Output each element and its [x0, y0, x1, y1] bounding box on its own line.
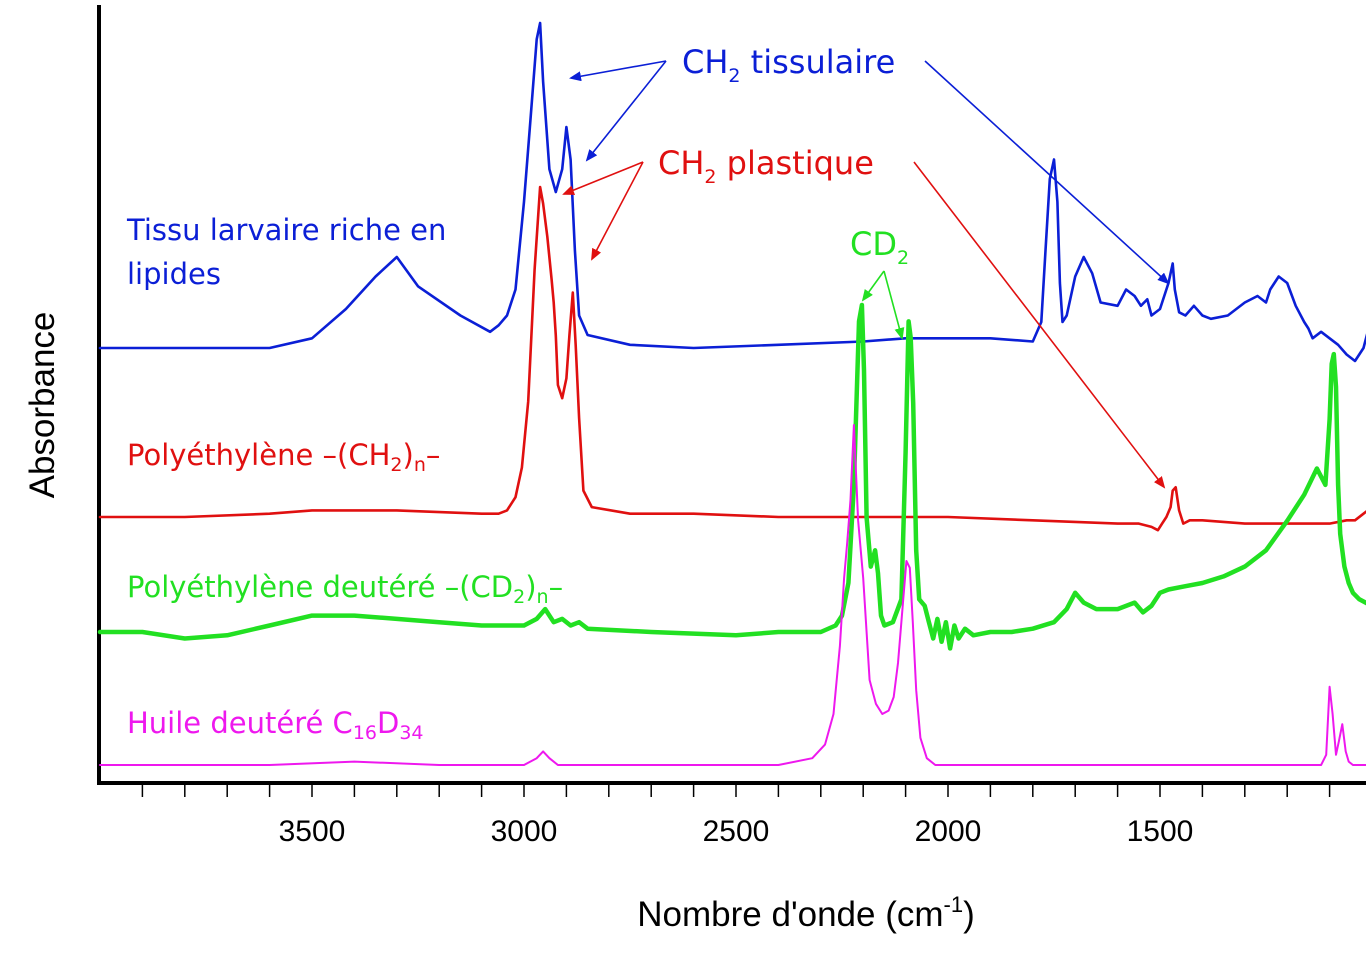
annotation-ch2-tissulaire: CH2 tissulaire — [682, 43, 895, 87]
annotation-ch2-plastique: CH2 plastique — [658, 144, 874, 188]
series-line-polyethylene-deutere — [97, 302, 1366, 651]
arrow-cd2-2 — [883, 270, 905, 340]
x-axis-tick-labels: 3500 3000 2500 2000 1500 — [279, 815, 1194, 848]
x-tick-label: 3000 — [491, 815, 558, 848]
x-tick-label: 2500 — [703, 815, 770, 848]
x-axis-minor-ticks — [141, 785, 1331, 797]
arrow-ch2-tissulaire-3 — [924, 60, 1170, 285]
arrow-ch2-plastique-3 — [913, 161, 1166, 489]
series-label-polyethylene: Polyéthylène –(CH2)n– — [127, 438, 440, 476]
arrow-ch2-plastique-1 — [562, 161, 644, 195]
annotation-arrows — [562, 60, 1170, 489]
arrow-ch2-tissulaire-1 — [569, 60, 667, 82]
annotation-cd2: CD2 — [850, 225, 909, 269]
series-label-huile: Huile deutéré C16D34 — [127, 706, 424, 744]
series-line-polyethylene — [98, 185, 1366, 532]
arrow-cd2-1 — [861, 270, 885, 302]
series-line-huile — [99, 424, 1366, 766]
x-tick-label: 3500 — [279, 815, 346, 848]
series-label-tissu-line1: Tissu larvaire riche en — [126, 213, 446, 247]
x-tick-label: 1500 — [1127, 815, 1194, 848]
arrow-ch2-tissulaire-2 — [585, 60, 667, 162]
y-axis-title: Absorbance — [23, 312, 62, 499]
spectra — [97, 21, 1366, 766]
x-tick-label: 2000 — [915, 815, 982, 848]
series-label-tissu-line2: lipides — [127, 257, 221, 291]
series-label-polyethylene-deutere: Polyéthylène deutéré –(CD2)n– — [127, 570, 563, 608]
series-line-tissu — [98, 21, 1366, 363]
x-axis-title: Nombre d'onde (cm-1) — [637, 892, 974, 934]
arrow-ch2-plastique-2 — [591, 161, 644, 261]
